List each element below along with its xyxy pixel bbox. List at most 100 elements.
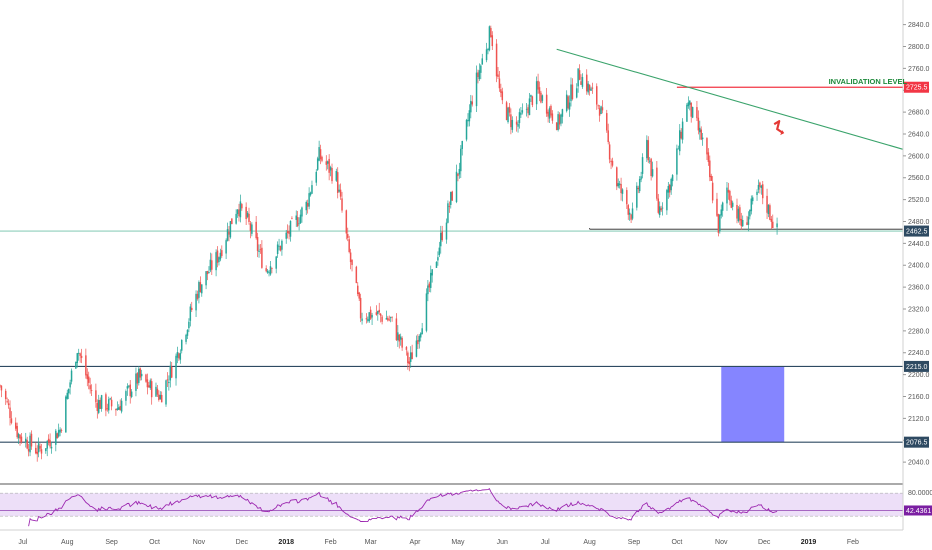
candle-body bbox=[331, 168, 333, 182]
candle-body bbox=[80, 355, 83, 358]
support-bottom-price-badge bbox=[904, 436, 929, 448]
candle-body bbox=[40, 449, 43, 454]
candle-body bbox=[687, 102, 690, 107]
candle-body bbox=[165, 380, 167, 405]
candle-body bbox=[19, 434, 21, 439]
candle-body bbox=[199, 282, 202, 293]
candle-body bbox=[251, 224, 253, 234]
candle-body bbox=[677, 148, 680, 150]
candle-body bbox=[97, 400, 100, 413]
candle-body bbox=[706, 138, 708, 155]
time-tick-label: Mar bbox=[365, 539, 378, 546]
candle-body bbox=[39, 445, 41, 449]
candle-body bbox=[36, 451, 38, 455]
candle-body bbox=[14, 422, 17, 429]
candle-body bbox=[179, 353, 182, 360]
time-tick-label: Apr bbox=[410, 539, 422, 546]
candle-body bbox=[278, 245, 280, 247]
time-tick-label: Jul bbox=[541, 539, 550, 546]
price-badges: 42.4361 2725.5 2462.5 2215.0 2076.5 bbox=[904, 81, 932, 516]
candle-body bbox=[630, 214, 632, 220]
candle-body bbox=[772, 221, 774, 229]
candle-body bbox=[441, 231, 443, 241]
candle-body bbox=[329, 167, 332, 171]
candle-body bbox=[401, 338, 403, 348]
candle-body bbox=[510, 114, 512, 128]
candle-body bbox=[100, 395, 103, 409]
candle-body bbox=[276, 244, 279, 255]
price-tick-label: 2640.0 bbox=[908, 131, 930, 138]
time-tick-label: Sep bbox=[105, 539, 118, 546]
candle-body bbox=[626, 190, 628, 205]
candle-body bbox=[389, 317, 392, 319]
candle-body bbox=[637, 187, 640, 190]
candle-body bbox=[739, 207, 741, 221]
candle-body bbox=[737, 208, 740, 222]
candle-body bbox=[540, 92, 542, 103]
candle-body bbox=[316, 158, 319, 170]
candle-body bbox=[670, 178, 672, 191]
time-tick-label: Jun bbox=[497, 539, 508, 546]
candle-body bbox=[229, 221, 232, 238]
candle-body bbox=[762, 184, 764, 199]
price-tick-label: 2160.0 bbox=[908, 394, 930, 401]
candle-body bbox=[445, 222, 448, 240]
candle-body bbox=[228, 231, 230, 235]
candle-body bbox=[27, 449, 30, 452]
candle-body bbox=[699, 127, 701, 133]
candle-body bbox=[591, 87, 594, 89]
candle-body bbox=[419, 333, 422, 338]
candle-body bbox=[155, 386, 157, 397]
candle-body bbox=[568, 102, 571, 110]
candle-body bbox=[105, 394, 107, 411]
candle-body bbox=[481, 58, 484, 65]
candle-body bbox=[145, 374, 147, 382]
candle-body bbox=[159, 394, 162, 400]
price-tick-label: 2680.0 bbox=[908, 110, 930, 117]
candle-body bbox=[741, 219, 744, 227]
candle-body bbox=[120, 400, 123, 412]
candle-body bbox=[359, 297, 362, 319]
candle-body bbox=[501, 91, 504, 101]
price-tick-label: 2320.0 bbox=[908, 306, 930, 313]
candle-body bbox=[736, 204, 738, 219]
candle-body bbox=[115, 408, 117, 411]
candle-body bbox=[409, 352, 412, 362]
candle-body bbox=[6, 401, 8, 403]
candle-body bbox=[295, 215, 297, 220]
candle-body bbox=[325, 161, 328, 165]
rsi-line bbox=[28, 488, 778, 527]
candle-body bbox=[527, 107, 529, 114]
candle-body bbox=[148, 385, 150, 388]
candle-body bbox=[336, 172, 339, 193]
candle-body bbox=[110, 399, 113, 407]
candle-body bbox=[531, 96, 534, 106]
candle-body bbox=[249, 223, 252, 232]
candle-body bbox=[279, 245, 282, 251]
candle-body bbox=[437, 257, 439, 261]
candle-body bbox=[691, 106, 694, 118]
candle-body bbox=[468, 110, 471, 122]
candle-body bbox=[175, 355, 177, 379]
candle-body bbox=[487, 49, 489, 51]
candle-body bbox=[221, 250, 223, 256]
candle-body bbox=[46, 440, 48, 449]
time-tick-label: 2018 bbox=[278, 539, 294, 546]
candle-body bbox=[69, 382, 71, 388]
candle-body bbox=[315, 171, 318, 183]
candle-body bbox=[627, 205, 629, 215]
candle-body bbox=[435, 261, 438, 268]
candle-body bbox=[168, 381, 170, 384]
candle-body bbox=[60, 430, 63, 432]
candle-body bbox=[621, 189, 624, 194]
candle-body bbox=[729, 190, 731, 201]
candle-body bbox=[525, 108, 528, 110]
candle-body bbox=[86, 374, 89, 380]
candle-body bbox=[667, 185, 670, 193]
candle-body bbox=[490, 28, 492, 38]
candle-body bbox=[16, 426, 18, 438]
candle-body bbox=[149, 380, 152, 389]
candle-body bbox=[647, 140, 650, 161]
